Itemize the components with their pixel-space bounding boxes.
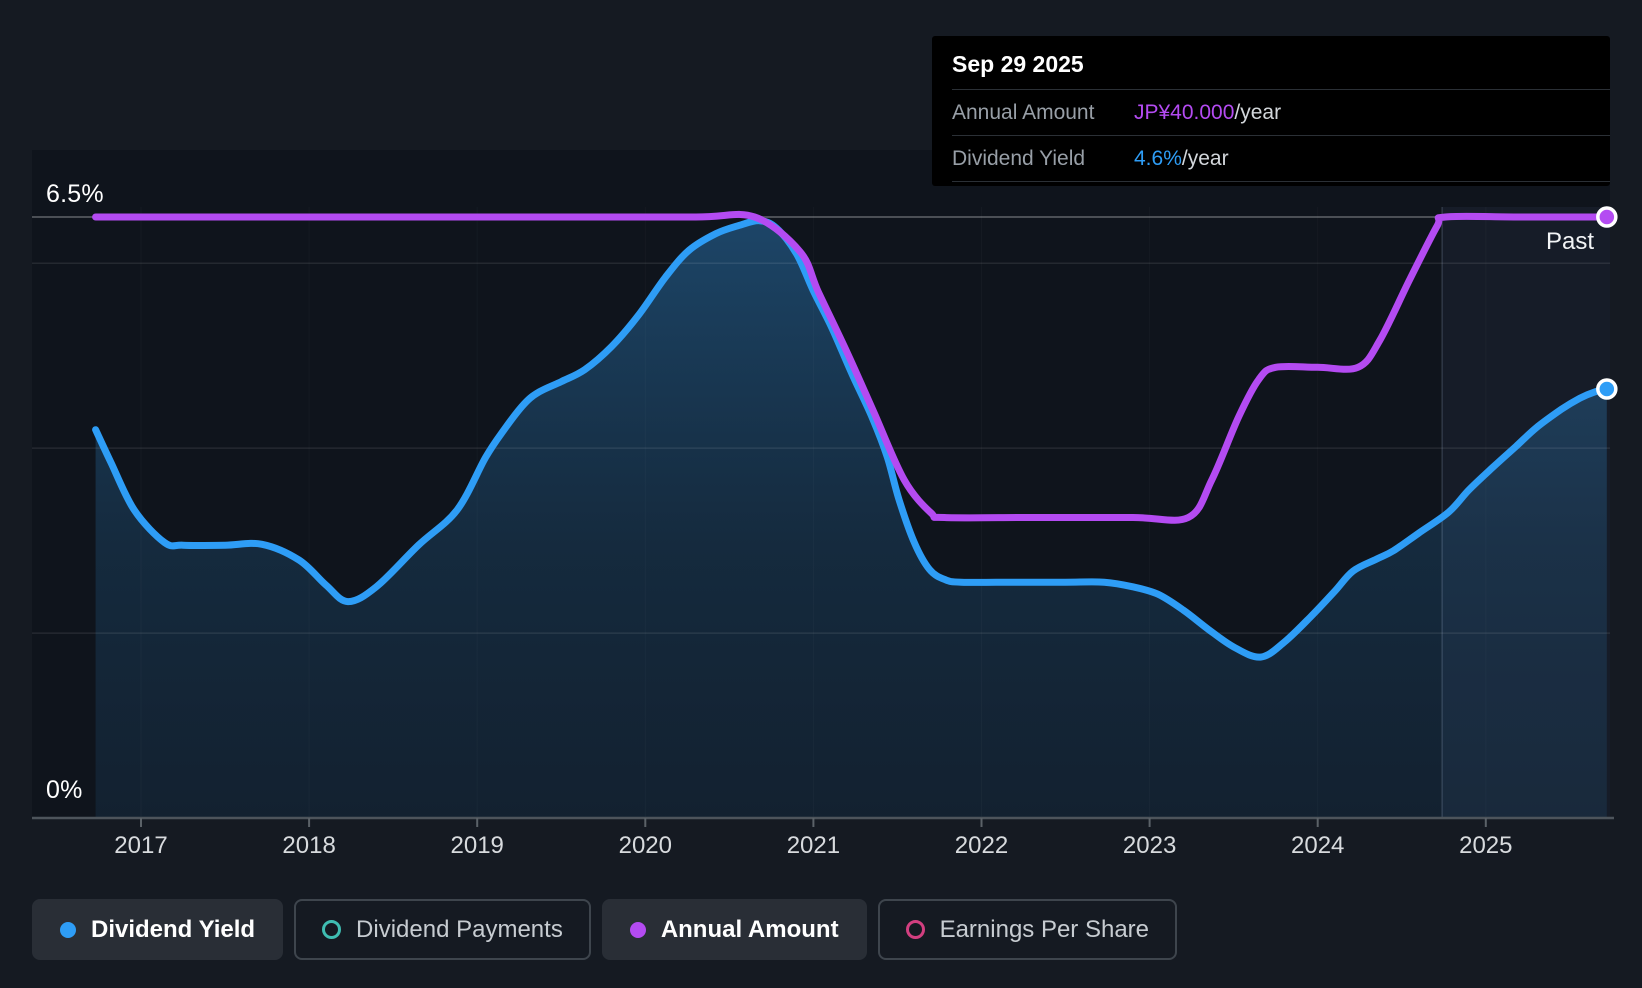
chart-legend: Dividend Yield Dividend Payments Annual Am… (32, 899, 1178, 960)
legend-button-label: Earnings Per Share (939, 915, 1150, 943)
legend-ring-icon (905, 920, 925, 939)
legend-dot-icon (629, 921, 646, 938)
legend-button-label: Annual Amount (660, 915, 839, 943)
legend-button-label: Dividend Yield (91, 915, 256, 943)
tooltip-value: JP¥40.000 (1134, 100, 1235, 124)
annual-amount-line (92, 210, 1611, 524)
chart-tooltip: Sep 29 2025 Annual Amount JP¥40.000/year… (932, 36, 1610, 186)
series-end-markers (1596, 206, 1618, 400)
x-tick-label-2025: 2025 (1459, 832, 1513, 859)
annual-amount-end-marker (1596, 206, 1618, 228)
yield-area-fill (95, 220, 1607, 818)
legend-ring-icon (322, 920, 342, 939)
tooltip-label: Annual Amount (952, 100, 1095, 124)
tooltip-value-suffix: /year (1234, 100, 1282, 124)
tooltip-bottom-border (952, 181, 1610, 186)
past-band-label: Past (1546, 228, 1595, 255)
past-highlight-band (1442, 207, 1610, 818)
x-tick-label-2022: 2022 (954, 832, 1009, 859)
tooltip-row-dividend-yield: Dividend Yield 4.6%/year (952, 135, 1610, 181)
legend-button-earnings-per-share[interactable]: Earnings Per Share (877, 899, 1178, 960)
x-tick-label-2018: 2018 (282, 832, 336, 859)
y-axis-bottom-label: 0% (46, 776, 83, 804)
x-tick-label-2017: 2017 (114, 832, 168, 859)
x-tick-label-2021: 2021 (786, 832, 841, 859)
legend-button-annual-amount[interactable]: Annual Amount (601, 899, 867, 960)
x-tick-label-2020: 2020 (618, 832, 672, 859)
tooltip-value-suffix: /year (1181, 146, 1229, 170)
dividend-yield-end-marker (1596, 378, 1618, 400)
y-axis-top-label: 6.5% (46, 180, 104, 208)
x-axis-ticks (140, 818, 1487, 827)
x-tick-label-2024: 2024 (1290, 832, 1345, 859)
tooltip-row-annual-amount: Annual Amount JP¥40.000/year (952, 89, 1610, 135)
legend-button-label: Dividend Payments (356, 915, 563, 943)
x-tick-label-2019: 2019 (450, 832, 504, 859)
tooltip-label: Dividend Yield (952, 146, 1086, 170)
dividend-yield-line (92, 217, 1611, 661)
legend-button-dividend-payments[interactable]: Dividend Payments (294, 899, 591, 960)
legend-button-dividend-yield[interactable]: Dividend Yield (32, 899, 284, 960)
x-tick-label-2023: 2023 (1122, 832, 1177, 859)
tooltip-date: Sep 29 2025 (952, 51, 1084, 77)
tooltip-value: 4.6% (1134, 146, 1182, 170)
legend-dot-icon (60, 921, 76, 938)
